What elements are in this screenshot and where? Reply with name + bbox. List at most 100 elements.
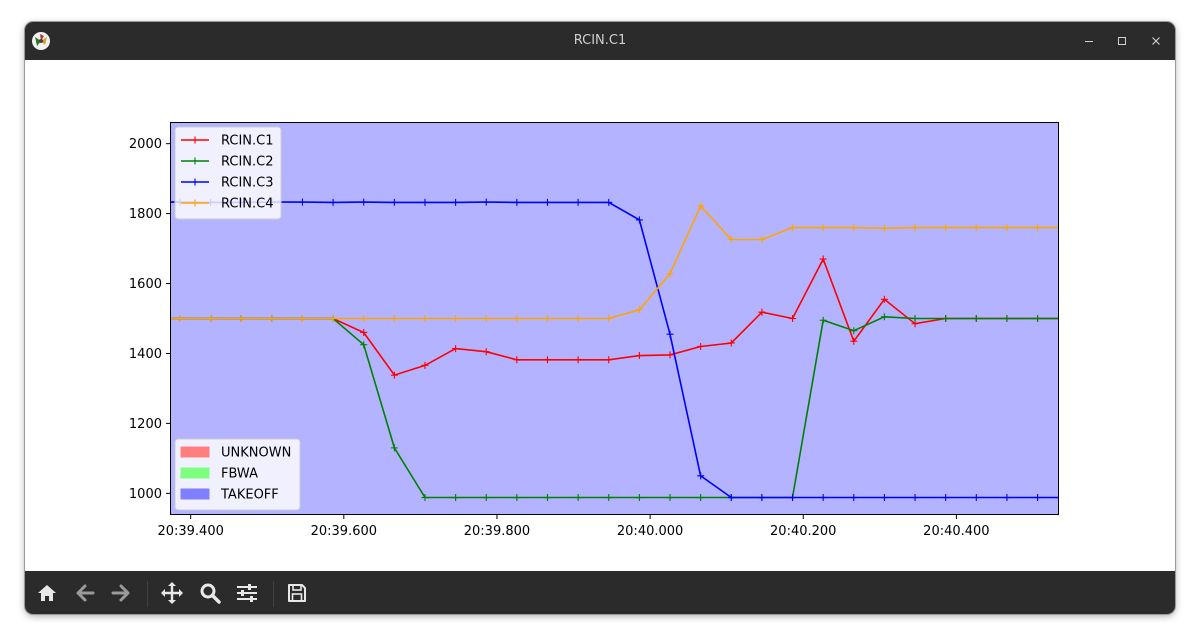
data-point-marker (819, 316, 827, 324)
zoom-button[interactable] (194, 577, 226, 609)
data-point-marker (360, 315, 368, 322)
legend-box (174, 126, 282, 220)
data-point-marker (482, 348, 490, 356)
data-point-marker (268, 315, 276, 322)
data-point-marker (727, 339, 735, 347)
data-point-marker (544, 198, 551, 206)
data-point-marker (390, 198, 398, 206)
forward-button[interactable] (105, 577, 137, 609)
close-button[interactable] (1139, 22, 1173, 60)
mode-legend-item[interactable]: TAKEOFF (180, 488, 279, 503)
data-point-marker (942, 224, 950, 232)
data-point-marker (880, 494, 888, 502)
legend-marker (191, 136, 199, 144)
data-point-marker (789, 315, 797, 322)
data-point-marker (452, 315, 460, 322)
plot-canvas[interactable]: 20:39.400 20:39.600 20:39.800 20:40.000 20:4… (25, 60, 1175, 572)
chart-svg[interactable]: 20:39.400 20:39.600 20:39.800 20:40.000 20:4… (25, 60, 1175, 572)
mode-swatch (180, 467, 210, 479)
data-point-marker (574, 356, 582, 364)
move-icon (161, 582, 183, 604)
home-button[interactable] (31, 577, 63, 609)
data-point-marker (513, 356, 521, 364)
x-tick-label: 20:39.600 (311, 524, 377, 539)
data-point-marker (170, 198, 174, 206)
series-legend[interactable]: RCIN.C1 RCIN.C2 RCIN.C3 RCIN.C4 (174, 126, 282, 220)
data-point-marker (942, 494, 950, 502)
legend-label: RCIN.C3 (221, 176, 274, 191)
title-bar: RCIN.C1 (25, 22, 1175, 60)
legend-marker (191, 199, 199, 207)
maximize-button[interactable] (1105, 22, 1139, 60)
data-point-marker (513, 198, 521, 206)
data-point-marker (482, 494, 490, 502)
data-point-marker (390, 444, 398, 452)
data-point-marker (911, 494, 919, 502)
data-point-marker (666, 494, 674, 502)
data-point-marker (544, 356, 551, 364)
mode-legend-item[interactable]: FBWA (180, 467, 258, 482)
legend-marker (191, 157, 199, 165)
toolbar-separator (273, 581, 274, 607)
data-point-marker (360, 328, 368, 336)
pan-button[interactable] (156, 577, 188, 609)
data-point-marker (972, 224, 980, 232)
data-point-marker (697, 494, 705, 502)
legend-label: RCIN.C2 (221, 155, 274, 170)
legend-item[interactable]: RCIN.C1 (181, 134, 274, 149)
data-point-marker (819, 494, 827, 502)
data-point-marker (574, 315, 582, 322)
data-point-marker (176, 315, 184, 322)
x-tick-label: 20:40.400 (923, 524, 989, 539)
data-point-marker (850, 494, 858, 502)
data-point-marker (482, 198, 490, 206)
data-point-marker (758, 308, 766, 316)
data-point-marker (697, 472, 705, 480)
data-point-marker (544, 315, 551, 322)
arrow-right-icon (111, 584, 130, 602)
data-point-marker (635, 494, 643, 502)
plot-window: RCIN.C1 20:39.400 20:39.600 20:39.800 20:40… (25, 22, 1175, 614)
data-point-marker (911, 315, 919, 322)
mode-legend-label: TAKEOFF (220, 488, 279, 503)
sliders-icon (237, 584, 257, 602)
data-point-marker (1055, 494, 1059, 502)
data-point-marker (544, 494, 551, 502)
data-point-marker (789, 224, 797, 232)
data-point-marker (170, 315, 174, 322)
configure-button[interactable] (231, 577, 263, 609)
data-point-marker (758, 235, 766, 243)
legend-item[interactable]: RCIN.C2 (181, 155, 274, 170)
magnifier-icon (200, 583, 221, 604)
data-point-marker (298, 198, 306, 206)
floppy-icon (288, 584, 306, 602)
legend-item[interactable]: RCIN.C3 (181, 176, 274, 191)
data-point-marker (635, 216, 643, 224)
mode-legend-item[interactable]: UNKNOWN (180, 446, 291, 461)
y-tick-label: 1200 (129, 417, 162, 432)
data-point-marker (452, 198, 460, 206)
close-icon (1152, 37, 1160, 45)
data-point-marker (390, 315, 398, 322)
legend-label: RCIN.C1 (221, 134, 274, 149)
data-point-marker (298, 315, 306, 322)
data-point-marker (666, 351, 674, 359)
data-point-marker (421, 198, 429, 206)
data-point-marker (635, 306, 643, 314)
mode-swatch (180, 488, 210, 500)
y-tick-label: 1800 (129, 207, 162, 222)
plot-frame (170, 122, 1059, 515)
maximize-icon (1118, 37, 1126, 45)
save-button[interactable] (281, 577, 313, 609)
data-point-marker (605, 494, 613, 502)
data-point-marker (727, 494, 735, 502)
mode-legend[interactable]: UNKNOWN FBWA TAKEOFF (174, 438, 301, 511)
series-rcin-c4 (170, 202, 1059, 322)
back-button[interactable] (69, 577, 101, 609)
y-tick-label: 2000 (129, 137, 162, 152)
data-point-marker (789, 494, 797, 502)
data-point-marker (942, 315, 950, 322)
y-tick-label: 1400 (129, 347, 162, 362)
minimize-button[interactable] (1072, 22, 1106, 60)
legend-item[interactable]: RCIN.C4 (181, 197, 274, 212)
